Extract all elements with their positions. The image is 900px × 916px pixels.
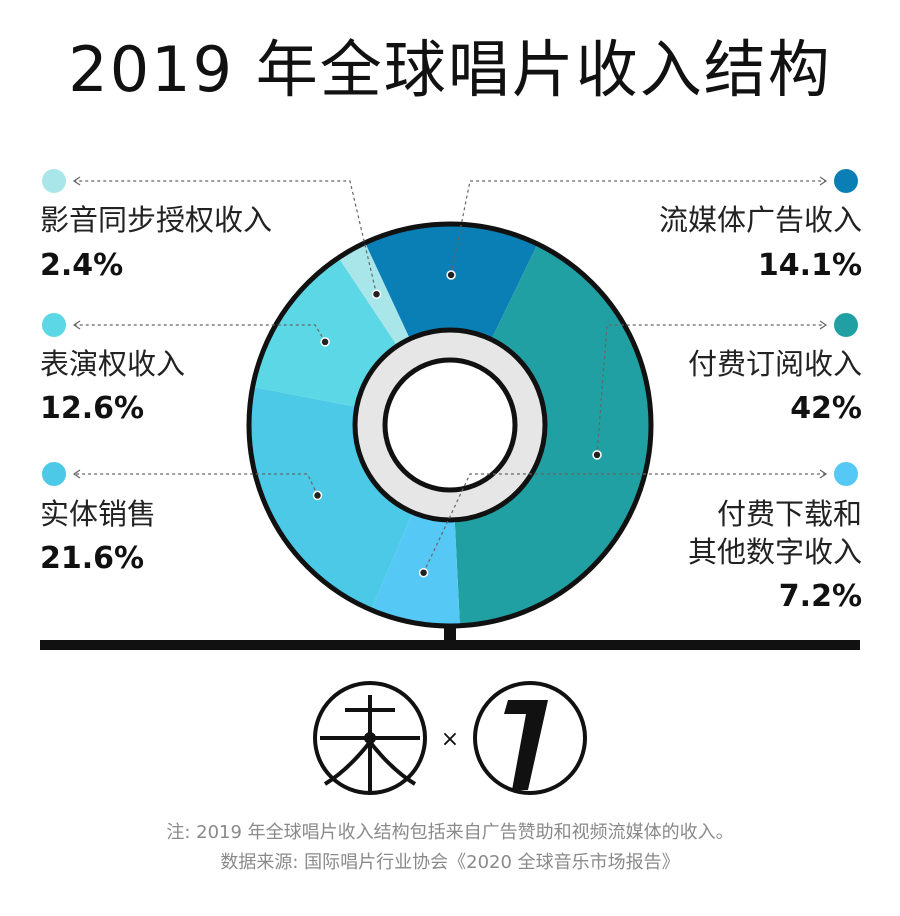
brand-logo-left-icon — [313, 681, 427, 795]
leader-line-5 — [74, 324, 326, 343]
leader-arrow-6 — [72, 176, 81, 186]
pie-slice-1 — [365, 225, 537, 425]
legend-swatch-5 — [42, 313, 66, 337]
leader-arrow-5 — [72, 320, 81, 330]
leader-lines — [72, 176, 828, 578]
leader-arrow-2 — [819, 320, 828, 330]
slice-name-4: 实体销售 — [40, 497, 156, 531]
leader-line-6 — [74, 180, 378, 295]
leader-anchor-3 — [418, 567, 429, 578]
slice-value-3: 7.2% — [779, 579, 862, 614]
legend-swatch-3 — [834, 462, 858, 486]
leader-anchor-5 — [320, 337, 330, 347]
slice-name-1: 流媒体广告收入 — [659, 203, 862, 237]
slice-name-5: 表演权收入 — [40, 347, 185, 381]
legend-swatch-6 — [42, 169, 66, 193]
leader-arrow-1 — [819, 176, 828, 186]
leader-line-3 — [423, 473, 826, 573]
leader-anchor-1 — [446, 270, 456, 280]
legend-swatch-4 — [42, 462, 66, 486]
slice-value-2: 42% — [790, 391, 862, 426]
pie-slice-2 — [450, 245, 650, 624]
base-shelf — [40, 640, 860, 650]
leader-line-2 — [596, 324, 826, 455]
leader-anchor-6 — [371, 289, 382, 299]
leader-line-4 — [74, 473, 319, 496]
times-sign: × — [441, 727, 459, 752]
slice-value-4: 21.6% — [40, 541, 144, 576]
slice-name-2: 付费订阅收入 — [688, 347, 862, 381]
slice-value-5: 12.6% — [40, 391, 144, 426]
footnote: 注: 2019 年全球唱片收入结构包括来自广告赞助和视频流媒体的收入。 数据来源… — [0, 818, 900, 878]
leader-anchor-2 — [592, 450, 602, 460]
legend-swatch-1 — [834, 169, 858, 193]
leader-line-1 — [450, 180, 826, 276]
donut-outer-border — [246, 221, 654, 629]
footnote-note: 注: 2019 年全球唱片收入结构包括来自广告赞助和视频流媒体的收入。 — [166, 822, 734, 843]
chart-title: 2019 年全球唱片收入结构 — [68, 33, 832, 106]
slice-name-3: 其他数字收入 — [688, 535, 862, 569]
leader-arrow-3 — [819, 469, 828, 479]
slice-name-3: 付费下载和 — [717, 497, 862, 531]
leader-anchor-4 — [312, 490, 323, 501]
legend-swatch-2 — [834, 313, 858, 337]
donut-center-hole — [382, 357, 518, 493]
brand-logo-right-icon — [473, 681, 587, 795]
slice-value-1: 14.1% — [758, 248, 862, 283]
slice-name-6: 影音同步授权收入 — [40, 203, 272, 237]
footnote-source: 数据来源: 国际唱片行业协会《2020 全球音乐市场报告》 — [220, 852, 680, 873]
slice-value-6: 2.4% — [40, 248, 123, 283]
leader-arrow-4 — [72, 469, 81, 479]
